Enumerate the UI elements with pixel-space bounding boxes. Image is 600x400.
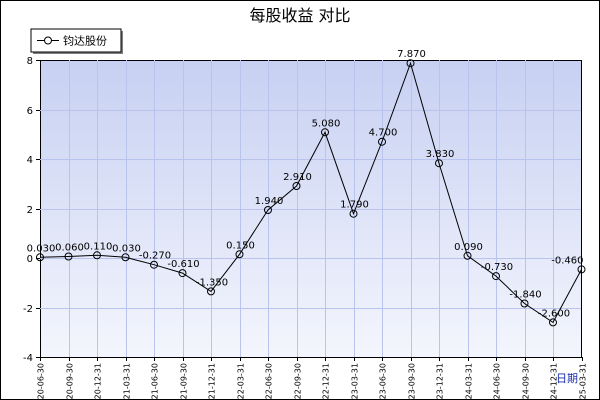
data-label: 1.790 bbox=[340, 200, 369, 211]
x-tick-label: 2023-06-30 bbox=[379, 363, 388, 400]
data-point bbox=[549, 318, 557, 327]
data-point bbox=[121, 253, 130, 262]
x-tick-label: 2021-12-31 bbox=[208, 363, 217, 400]
x-tick-label: 2024-03-31 bbox=[465, 363, 474, 400]
y-axis: -4 -2 0 2 4 6 8 bbox=[23, 56, 40, 364]
data-label: 3.830 bbox=[426, 149, 455, 160]
data-point bbox=[463, 251, 472, 260]
grid-layer bbox=[40, 60, 581, 357]
data-label: -2.600 bbox=[538, 308, 570, 319]
data-point bbox=[321, 128, 329, 137]
y-tick-label: 6 bbox=[27, 106, 33, 117]
data-label: -1.350 bbox=[196, 277, 228, 288]
data-label: -0.270 bbox=[139, 251, 171, 262]
x-tick-label: 2021-03-31 bbox=[123, 363, 132, 400]
data-point bbox=[235, 250, 244, 259]
legend-marker-swatch bbox=[44, 36, 52, 45]
data-label: 0.030 bbox=[27, 243, 56, 254]
data-point bbox=[36, 253, 44, 262]
y-tick-label: 0 bbox=[27, 254, 33, 265]
data-point bbox=[292, 182, 301, 190]
data-point bbox=[264, 206, 272, 214]
data-point bbox=[406, 59, 415, 68]
data-label: 7.870 bbox=[397, 49, 426, 60]
x-tick-label: 2021-06-30 bbox=[151, 363, 160, 400]
x-tick-label: 2023-09-30 bbox=[408, 363, 417, 400]
data-point bbox=[93, 251, 101, 260]
data-label: -1.840 bbox=[509, 290, 541, 301]
data-point bbox=[577, 265, 586, 274]
data-point bbox=[150, 260, 158, 269]
x-tick-label: 2020-09-30 bbox=[66, 363, 75, 400]
series-line bbox=[39, 61, 582, 324]
data-label: -0.460 bbox=[551, 255, 583, 266]
series-layer: 0.030 0.060 0.110 0.030-0.270-0.610-1.3500.… bbox=[27, 49, 586, 327]
data-point bbox=[435, 159, 443, 168]
legend-box bbox=[30, 28, 122, 53]
data-point bbox=[492, 272, 500, 281]
data-point bbox=[349, 209, 358, 218]
x-axis: 2020-06-30 2020-09-30 2020-12-31 2021-03-31… bbox=[37, 357, 588, 400]
data-label: 4.700 bbox=[369, 128, 398, 139]
data-point bbox=[207, 287, 215, 296]
x-tick-label: 2024-09-30 bbox=[522, 363, 531, 400]
chart-title: 每股收益 对比 bbox=[249, 6, 350, 25]
data-label: 0.150 bbox=[226, 240, 255, 251]
x-tick-label: 2022-06-30 bbox=[265, 363, 274, 400]
data-label: -0.730 bbox=[481, 262, 513, 273]
data-label: 2.910 bbox=[283, 172, 312, 183]
data-label: 0.090 bbox=[454, 242, 483, 253]
x-tick-label: 2022-12-31 bbox=[322, 363, 331, 400]
x-tick-label: 2024-12-31 bbox=[550, 363, 559, 400]
x-tick-label: 2022-03-31 bbox=[237, 363, 246, 400]
data-label: 0.060 bbox=[55, 243, 84, 254]
data-label: 0.110 bbox=[84, 241, 113, 252]
data-point bbox=[178, 269, 187, 278]
x-tick-label: 2020-06-30 bbox=[37, 363, 46, 400]
y-tick-label: 2 bbox=[27, 205, 33, 216]
x-tick-label: 2024-06-30 bbox=[493, 363, 502, 400]
legend: 钧达股份 bbox=[30, 28, 123, 54]
data-label: 0.030 bbox=[112, 243, 141, 254]
y-tick-label: 8 bbox=[27, 56, 33, 67]
x-tick-label: 2022-09-30 bbox=[294, 363, 303, 400]
data-label: 5.080 bbox=[312, 118, 341, 129]
data-label: -0.610 bbox=[167, 259, 199, 270]
x-axis-label: 日期 bbox=[556, 372, 578, 385]
data-point bbox=[378, 137, 386, 146]
y-tick-label: -2 bbox=[23, 304, 33, 315]
x-tick-label: 2020-12-31 bbox=[94, 363, 103, 400]
y-tick-label: 4 bbox=[27, 155, 33, 166]
x-tick-label: 2023-12-31 bbox=[436, 363, 445, 400]
legend-series-name: 钧达股份 bbox=[63, 34, 107, 48]
data-label: 1.940 bbox=[255, 196, 284, 207]
data-point bbox=[520, 299, 529, 308]
x-tick-label: 2025-03-31 bbox=[579, 363, 588, 400]
y-tick-label: -4 bbox=[23, 353, 33, 364]
data-point bbox=[64, 252, 73, 261]
x-tick-label: 2023-03-31 bbox=[351, 363, 360, 400]
x-tick-label: 2021-09-30 bbox=[180, 363, 189, 400]
